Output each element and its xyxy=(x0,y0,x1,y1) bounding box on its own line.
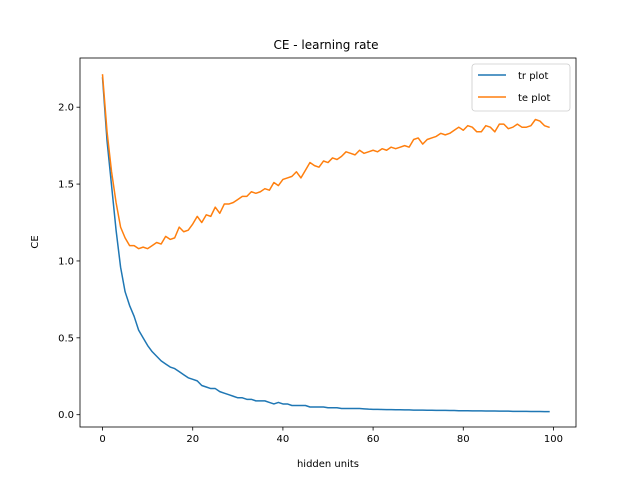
x-axis-label: hidden units xyxy=(297,459,359,470)
y-tick-label: 1.5 xyxy=(58,180,74,191)
x-tick-label: 20 xyxy=(186,434,199,445)
series-line-te-plot xyxy=(101,74,550,250)
x-axis-ticks: 0 20 40 60 80 100 xyxy=(99,427,563,445)
y-axis-ticks: 0.0 0.5 1.0 1.5 2.0 xyxy=(58,103,80,421)
y-axis-label: CE xyxy=(30,235,41,248)
y-tick-label: 2.0 xyxy=(58,103,74,114)
series-line-tr-plot xyxy=(101,77,550,413)
legend: tr plot te plot xyxy=(471,63,571,112)
chart-title: CE - learning rate xyxy=(273,38,378,52)
y-tick-label: 0.5 xyxy=(58,333,74,344)
legend-label-tr-plot: tr plot xyxy=(518,71,548,82)
x-tick-label: 60 xyxy=(367,434,380,445)
legend-label-te-plot: te plot xyxy=(518,93,550,104)
y-tick-label: 1.0 xyxy=(58,256,74,267)
x-tick-label: 80 xyxy=(457,434,470,445)
x-tick-label: 100 xyxy=(544,434,563,445)
series-layer xyxy=(101,74,550,413)
y-tick-label: 0.0 xyxy=(58,410,74,421)
x-tick-label: 0 xyxy=(99,434,105,445)
axes-frame xyxy=(79,57,577,428)
x-tick-label: 40 xyxy=(277,434,290,445)
